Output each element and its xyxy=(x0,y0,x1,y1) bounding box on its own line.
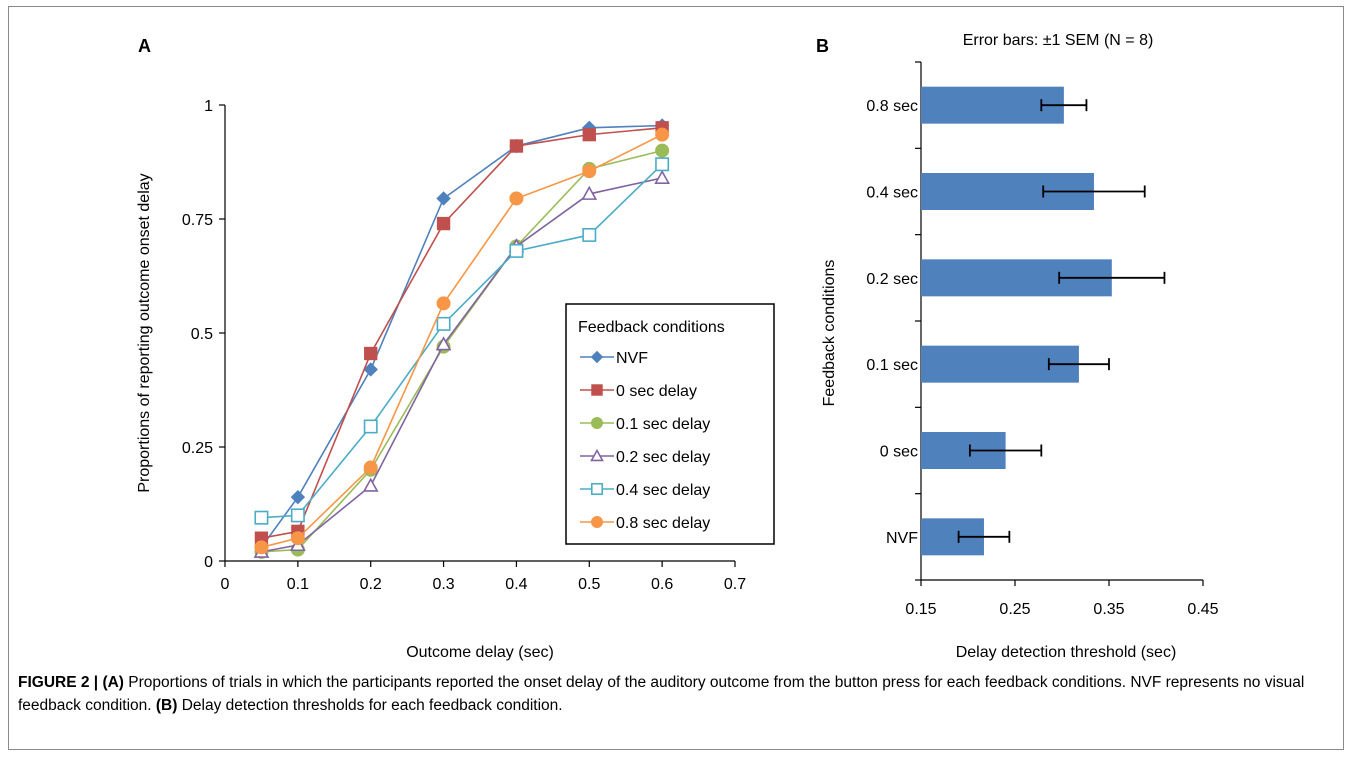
y-tick-label: 1 xyxy=(204,98,213,115)
legend-marker xyxy=(590,482,604,496)
x-tick-label: 0.4 xyxy=(505,576,527,593)
data-point xyxy=(290,508,305,523)
category-label: 0.1 sec xyxy=(866,357,918,374)
x-tick-label: 0.5 xyxy=(578,576,600,593)
data-point xyxy=(254,510,269,525)
legend-label: NVF xyxy=(616,350,648,367)
data-point xyxy=(655,127,670,142)
panel-a-x-ticks: 0 0.1 0.2 0.3 0.4 0.5 0.6 0.7 xyxy=(221,561,746,593)
figure-frame xyxy=(8,6,1344,750)
caption-head: FIGURE 2 | xyxy=(18,674,99,691)
panel-b-bars xyxy=(921,86,1166,556)
panel-a-series-group xyxy=(253,118,671,559)
legend-label: 0.4 sec delay xyxy=(616,482,710,499)
data-point xyxy=(254,540,269,555)
data-point xyxy=(509,191,524,206)
bar xyxy=(921,86,1064,124)
panel-b-x-axis-label: Delay detection threshold (sec) xyxy=(956,644,1177,661)
legend-marker xyxy=(591,516,603,528)
legend-title: Feedback conditions xyxy=(578,319,725,336)
x-tick-label: 0.1 xyxy=(287,576,309,593)
panel-b-title: Error bars: ±1 SEM (N = 8) xyxy=(963,32,1154,49)
category-label: NVF xyxy=(886,530,918,547)
data-point xyxy=(362,477,379,492)
data-point xyxy=(363,419,378,434)
data-point xyxy=(509,243,524,258)
data-point xyxy=(655,157,670,172)
y-tick-label: 0 xyxy=(204,554,213,571)
data-point xyxy=(581,185,598,200)
data-point xyxy=(582,127,596,142)
legend-label: 0.2 sec delay xyxy=(616,449,710,466)
x-tick-label: 0.45 xyxy=(1187,601,1218,618)
legend-label: 0 sec delay xyxy=(616,383,697,400)
x-tick-label: 0.2 xyxy=(360,576,382,593)
y-tick-label: 0.75 xyxy=(182,212,213,229)
x-tick-label: 0.25 xyxy=(999,601,1030,618)
data-point xyxy=(654,169,671,184)
data-point xyxy=(364,346,378,361)
panel-b: B Error bars: ±1 SEM (N = 8) 0.8 sec 0.4 … xyxy=(816,32,1219,661)
legend-marker xyxy=(590,448,604,462)
legend-marker xyxy=(591,417,603,429)
panel-a-y-axis-label: Proportions of reporting outcome onset d… xyxy=(136,173,153,492)
data-point xyxy=(436,296,451,311)
category-label: 0.2 sec xyxy=(866,271,918,288)
y-tick-label: 0.5 xyxy=(191,326,213,343)
data-point xyxy=(655,143,670,158)
legend-items: NVF 0 sec delay 0.1 sec delay 0.2 sec delay… xyxy=(580,350,710,532)
data-point xyxy=(363,460,378,475)
legend-label: 0.8 sec delay xyxy=(616,515,710,532)
caption-b-label: (B) xyxy=(155,697,178,714)
legend: Feedback conditions NVF 0 sec delay 0.1 se… xyxy=(565,303,775,545)
legend-box xyxy=(565,303,775,545)
x-tick-label: 0.15 xyxy=(905,601,936,618)
data-point xyxy=(582,164,597,179)
data-point xyxy=(363,362,378,377)
y-tick-label: 0.25 xyxy=(182,440,213,457)
data-point xyxy=(290,531,305,546)
x-tick-label: 0.35 xyxy=(1093,601,1124,618)
caption-a-label: (A) xyxy=(102,674,124,691)
panel-b-y-axis-label: Feedback conditions xyxy=(821,260,838,407)
panel-b-x-ticks: 0.15 0.25 0.35 0.45 xyxy=(905,580,1219,618)
data-point xyxy=(436,316,451,331)
legend-marker xyxy=(590,350,604,364)
series-5 xyxy=(254,127,670,555)
data-point xyxy=(290,489,306,505)
legend-label: 0.1 sec delay xyxy=(616,416,710,433)
panel-a-x-axis-label: Outcome delay (sec) xyxy=(406,644,554,661)
figure-caption: FIGURE 2 | (A) Proportions of trials in … xyxy=(18,671,1336,717)
data-point xyxy=(509,139,524,153)
x-tick-label: 0.6 xyxy=(651,576,673,593)
data-point xyxy=(436,216,451,231)
category-label: 0.8 sec xyxy=(866,98,918,115)
data-point xyxy=(582,227,597,242)
panel-a: A 0 0.25 0.5 0.75 1 0 0.1 0.2 0.3 0.4 0.5 0.6 0.7 P… xyxy=(136,36,775,661)
panel-b-y-ticks: 0.8 sec 0.4 sec 0.2 sec 0.1 sec 0 sec NVF xyxy=(866,61,921,581)
data-point xyxy=(435,336,452,351)
x-tick-label: 0 xyxy=(221,576,230,593)
category-label: 0.4 sec xyxy=(866,185,918,202)
data-point xyxy=(436,191,451,206)
panel-b-label: B xyxy=(816,36,829,56)
panel-a-y-ticks: 0 0.25 0.5 0.75 1 xyxy=(182,98,225,571)
x-tick-label: 0.3 xyxy=(432,576,454,593)
caption-a-text: Proportions of trials in which the parti… xyxy=(18,674,1305,714)
x-tick-label: 0.7 xyxy=(724,576,746,593)
panel-a-label: A xyxy=(138,36,151,56)
category-label: 0 sec xyxy=(880,444,918,461)
caption-b-text: Delay detection thresholds for each feed… xyxy=(181,697,563,714)
legend-marker xyxy=(591,384,603,396)
series-4 xyxy=(254,157,670,525)
